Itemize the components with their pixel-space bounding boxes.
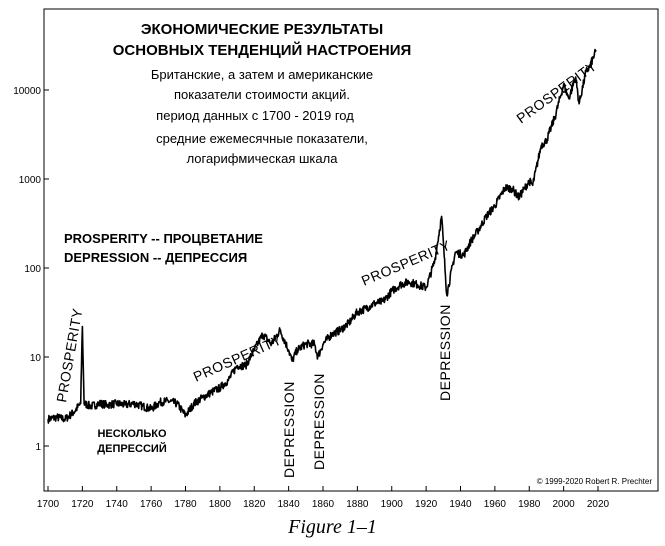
x-tick-label: 1880	[346, 499, 369, 510]
several-depressions-line-2: ДЕПРЕССИЙ	[97, 442, 167, 455]
y-tick-label: 1000	[19, 175, 42, 186]
chart-title: ЭКОНОМИЧЕСКИЕ РЕЗУЛЬТАТЫ ОСНОВНЫХ ТЕНДЕН…	[113, 21, 412, 59]
y-tick-label: 100	[24, 264, 41, 275]
x-tick-label: 1980	[518, 499, 541, 510]
depression-label-1842: DEPRESSION	[281, 381, 297, 478]
legend-prosperity: PROSPERITY -- ПРОЦВЕТАНИЕ	[64, 231, 263, 246]
y-axis-ticks: 1 10 100 1000 10000	[13, 86, 49, 453]
legend-depression: DEPRESSION -- ДЕПРЕССИЯ	[64, 250, 247, 265]
x-tick-label: 1820	[243, 499, 266, 510]
x-tick-label: 1720	[71, 499, 94, 510]
x-tick-label: 1840	[278, 499, 301, 510]
subtitle-line-5: логарифмическая шкала	[187, 151, 339, 166]
x-tick-label: 1800	[209, 499, 232, 510]
x-tick-label: 1700	[37, 499, 60, 510]
depression-labels: DEPRESSION DEPRESSION DEPRESSION	[281, 304, 453, 478]
x-tick-label: 1740	[106, 499, 129, 510]
several-depressions-line-1: НЕСКОЛЬКО	[97, 428, 167, 440]
y-tick-label: 10000	[13, 86, 41, 97]
y-tick-label: 1	[35, 442, 41, 453]
subtitle-line-2: показатели стоимости акций.	[174, 87, 350, 102]
x-tick-label: 1940	[449, 499, 472, 510]
copyright-notice: © 1999-2020 Robert R. Prechter	[537, 477, 653, 486]
x-tick-label: 2020	[587, 499, 610, 510]
prosperity-label-1820: PROSPERITY	[191, 331, 285, 384]
figure-caption: Figure 1–1	[288, 516, 377, 538]
several-depressions-note: НЕСКОЛЬКО ДЕПРЕССИЙ	[97, 428, 167, 455]
x-tick-label: 1780	[174, 499, 197, 510]
plot-frame	[43, 8, 659, 492]
subtitle-line-3: период данных с 1700 - 2019 год	[156, 108, 354, 123]
depression-label-1858: DEPRESSION	[311, 373, 327, 470]
subtitle-line-1: Британские, а затем и американские	[151, 67, 373, 82]
x-axis-ticks: 1700 1720 1740 1760 1780 1800 1820 1840 1860 1880…	[37, 486, 610, 510]
title-line-1: ЭКОНОМИЧЕСКИЕ РЕЗУЛЬТАТЫ	[141, 21, 383, 38]
x-tick-label: 2000	[553, 499, 576, 510]
title-line-2: ОСНОВНЫХ ТЕНДЕНЦИЙ НАСТРОЕНИЯ	[113, 41, 412, 59]
x-tick-label: 1920	[415, 499, 438, 510]
x-tick-label: 1900	[381, 499, 404, 510]
x-tick-label: 1960	[484, 499, 507, 510]
x-tick-label: 1860	[312, 499, 335, 510]
x-tick-label: 1760	[140, 499, 163, 510]
subtitle-line-4: средние ежемесячные показатели,	[156, 131, 368, 146]
series-line	[47, 48, 597, 424]
y-tick-label: 10	[30, 353, 42, 364]
legend: PROSPERITY -- ПРОЦВЕТАНИЕ DEPRESSION -- …	[64, 231, 263, 265]
depression-label-1932: DEPRESSION	[437, 304, 453, 401]
chart-subtitle: Британские, а затем и американские показ…	[151, 67, 373, 166]
